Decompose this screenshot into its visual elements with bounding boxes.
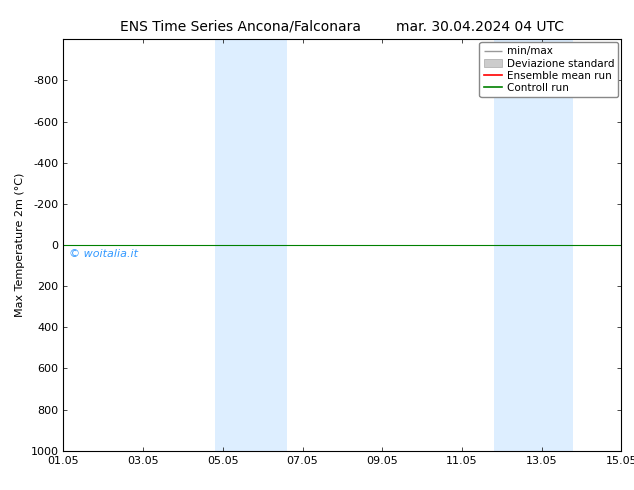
- Y-axis label: Max Temperature 2m (°C): Max Temperature 2m (°C): [15, 173, 25, 317]
- Legend: min/max, Deviazione standard, Ensemble mean run, Controll run: min/max, Deviazione standard, Ensemble m…: [479, 42, 618, 97]
- Bar: [494, 39, 574, 451]
- Text: © woitalia.it: © woitalia.it: [69, 249, 138, 259]
- Bar: [215, 39, 287, 451]
- Title: ENS Time Series Ancona/Falconara        mar. 30.04.2024 04 UTC: ENS Time Series Ancona/Falconara mar. 30…: [120, 20, 564, 34]
